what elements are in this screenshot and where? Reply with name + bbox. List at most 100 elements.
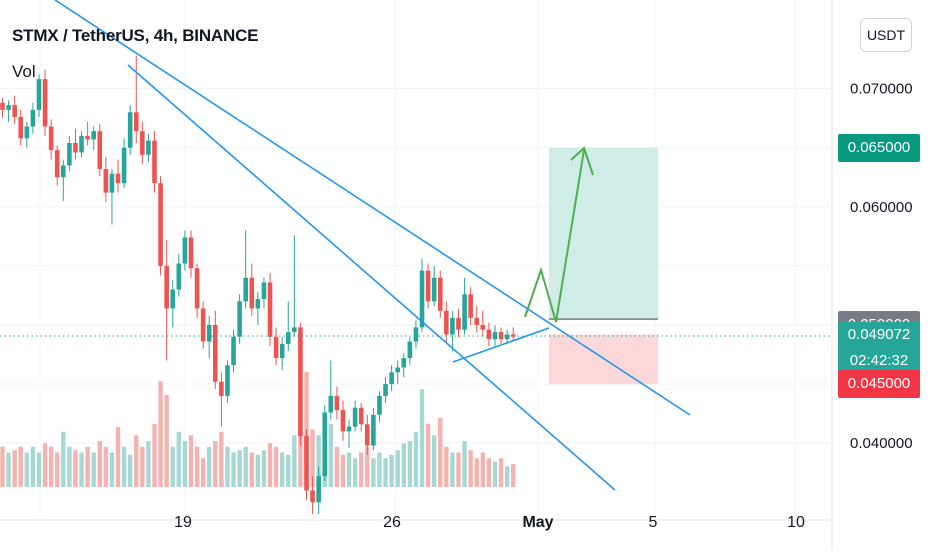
volume-bar — [36, 452, 42, 487]
volume-bar — [134, 435, 139, 487]
candle-body — [346, 426, 352, 432]
x-tick-label: 26 — [383, 514, 401, 531]
volume-bar — [0, 446, 5, 487]
volume-bar — [194, 446, 200, 487]
volume-bar — [419, 389, 425, 487]
trendline-upper — [54, 0, 691, 416]
volume-bar — [340, 454, 346, 487]
volume-bar — [316, 435, 321, 487]
target-price-tag: 0.065000 — [838, 133, 920, 162]
volume-bar — [365, 446, 370, 487]
volume-bar — [85, 446, 90, 487]
volume-bar — [103, 446, 109, 487]
candle-body — [109, 173, 115, 193]
candle-body — [456, 317, 461, 330]
volume-indicator-label[interactable]: Vol — [12, 62, 36, 81]
volume-bar — [67, 446, 72, 487]
currency-button[interactable]: USDT — [860, 18, 912, 52]
volume-bar — [97, 441, 102, 487]
drawings[interactable] — [0, 0, 832, 491]
volume-bar — [352, 458, 358, 487]
candle-body — [127, 112, 133, 148]
candle-body — [152, 140, 157, 184]
volume-bar — [389, 454, 394, 487]
volume-bar — [267, 443, 273, 487]
volume-bar — [109, 452, 115, 487]
candle-body — [474, 317, 480, 325]
volume-bar — [334, 446, 340, 487]
volume-bar — [6, 452, 11, 487]
volume-bar — [146, 441, 151, 487]
candle-body — [213, 325, 218, 382]
volume-bar — [48, 446, 54, 487]
volume-bar — [371, 458, 376, 487]
candle-body — [498, 332, 504, 340]
volume-bar — [346, 452, 352, 487]
candle-body — [377, 395, 382, 415]
candle-body — [395, 367, 400, 373]
candle-body — [170, 289, 176, 309]
volume-bar — [450, 452, 455, 487]
volume-bar — [24, 452, 30, 487]
volume-bar — [377, 452, 382, 487]
volume-bar — [61, 431, 66, 487]
candle-body — [504, 334, 510, 340]
volume-bar — [359, 452, 364, 487]
volume-bar — [55, 452, 60, 487]
volume-bar — [474, 458, 479, 487]
candle-body — [67, 143, 72, 166]
candle-body — [0, 102, 5, 110]
candle-body — [164, 265, 169, 309]
volume-bar — [395, 450, 400, 487]
candle-body — [304, 436, 309, 491]
volume-bar — [237, 450, 242, 487]
candle-body — [261, 282, 267, 299]
y-tick-label: 0.060000 — [850, 199, 913, 216]
candle-body — [231, 336, 236, 366]
candle-body — [79, 135, 84, 153]
volume-bar — [152, 423, 157, 487]
candle-body — [103, 169, 109, 193]
y-tick-label: 0.040000 — [850, 435, 913, 452]
volume-bar — [158, 381, 163, 487]
x-tick-label: 10 — [787, 514, 805, 531]
volume-bar — [73, 450, 78, 487]
candle-body — [450, 317, 455, 335]
volume-bar — [91, 452, 96, 487]
volume-bar — [438, 418, 443, 487]
volume-bar — [140, 446, 145, 487]
candle-body — [365, 424, 370, 446]
candle-body — [425, 270, 431, 302]
volume-bar — [413, 431, 419, 487]
volume-bar — [231, 452, 236, 487]
candle-body — [389, 372, 394, 385]
volume-bar — [310, 429, 315, 487]
x-tick-label: 19 — [174, 514, 192, 531]
candle-body — [115, 173, 121, 184]
candle-body — [273, 336, 279, 359]
volume-bars — [0, 372, 516, 487]
candle-body — [237, 301, 242, 337]
forecast-path — [524, 149, 585, 323]
volume-bar — [249, 452, 254, 487]
triangle-support-line — [452, 327, 550, 363]
candle-body — [146, 140, 151, 155]
candle-body — [401, 358, 407, 368]
volume-bar — [286, 454, 291, 487]
candle-body — [54, 150, 60, 178]
candle-body — [200, 308, 206, 342]
candle-body — [444, 310, 449, 335]
volume-bar — [115, 427, 121, 487]
candle-body — [85, 135, 90, 140]
volume-bar — [207, 446, 212, 487]
volume-bar — [200, 458, 206, 487]
candle-body — [316, 476, 321, 503]
bar-countdown: 02:42:32 — [849, 351, 909, 369]
volume-bar — [407, 441, 413, 487]
volume-bar — [243, 446, 248, 487]
volume-bar — [462, 441, 467, 487]
candle-body — [121, 147, 127, 184]
candlesticks — [0, 55, 516, 515]
